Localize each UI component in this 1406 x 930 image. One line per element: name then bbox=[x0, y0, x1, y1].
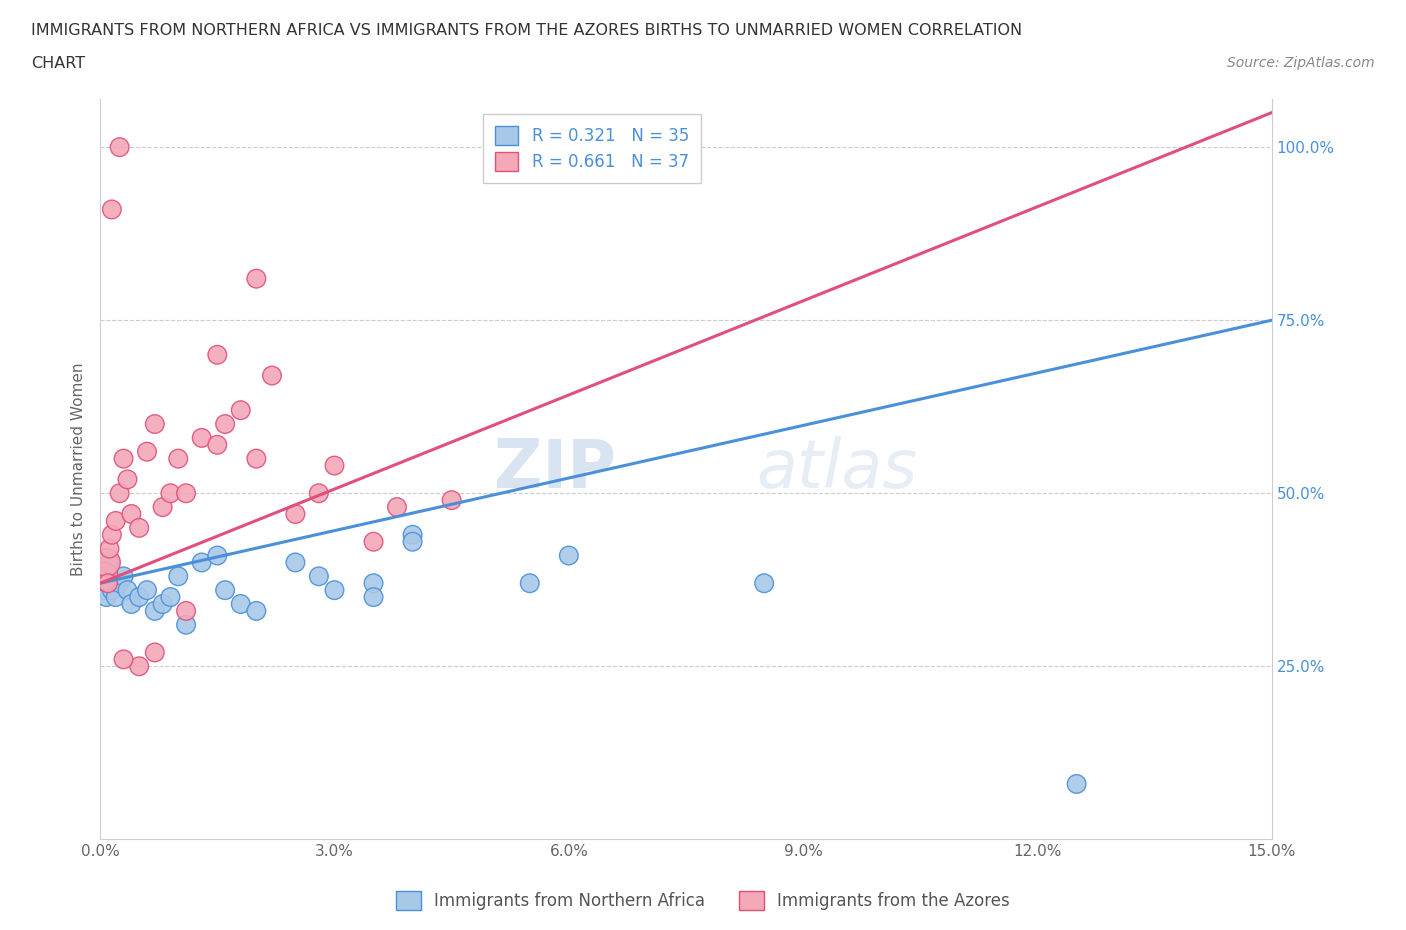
Legend: R = 0.321   N = 35, R = 0.661   N = 37: R = 0.321 N = 35, R = 0.661 N = 37 bbox=[484, 114, 700, 183]
Point bbox=[104, 590, 127, 604]
Point bbox=[112, 451, 135, 466]
Text: IMMIGRANTS FROM NORTHERN AFRICA VS IMMIGRANTS FROM THE AZORES BIRTHS TO UNMARRIE: IMMIGRANTS FROM NORTHERN AFRICA VS IMMIG… bbox=[31, 23, 1022, 38]
Point bbox=[108, 140, 131, 154]
Point bbox=[284, 555, 307, 570]
Point bbox=[174, 618, 197, 632]
Point bbox=[519, 576, 541, 591]
Point bbox=[101, 527, 124, 542]
Point bbox=[401, 527, 423, 542]
Point bbox=[112, 569, 135, 584]
Text: CHART: CHART bbox=[31, 56, 84, 71]
Point bbox=[167, 569, 190, 584]
Point bbox=[136, 445, 159, 459]
Point bbox=[93, 569, 115, 584]
Point bbox=[96, 555, 118, 570]
Point bbox=[101, 202, 124, 217]
Point bbox=[308, 569, 330, 584]
Point bbox=[323, 458, 346, 473]
Point bbox=[120, 596, 142, 611]
Legend: Immigrants from Northern Africa, Immigrants from the Azores: Immigrants from Northern Africa, Immigra… bbox=[389, 884, 1017, 917]
Point bbox=[128, 521, 150, 536]
Point bbox=[558, 548, 581, 563]
Text: Source: ZipAtlas.com: Source: ZipAtlas.com bbox=[1227, 56, 1375, 70]
Point bbox=[323, 583, 346, 598]
Point bbox=[108, 485, 131, 500]
Point bbox=[136, 583, 159, 598]
Point bbox=[245, 272, 267, 286]
Point bbox=[97, 569, 120, 584]
Point bbox=[98, 555, 121, 570]
Point bbox=[143, 604, 166, 618]
Point bbox=[96, 590, 118, 604]
Point bbox=[159, 485, 181, 500]
Point bbox=[108, 576, 131, 591]
Point bbox=[120, 507, 142, 522]
Point bbox=[167, 451, 190, 466]
Point bbox=[207, 548, 229, 563]
Point bbox=[93, 583, 115, 598]
Point bbox=[143, 417, 166, 432]
Point bbox=[363, 576, 385, 591]
Point bbox=[214, 417, 236, 432]
Point bbox=[98, 541, 121, 556]
Point bbox=[245, 604, 267, 618]
Point bbox=[143, 645, 166, 660]
Point bbox=[112, 652, 135, 667]
Point bbox=[207, 348, 229, 363]
Point bbox=[752, 576, 775, 591]
Point bbox=[245, 451, 267, 466]
Point bbox=[117, 472, 139, 486]
Point bbox=[152, 499, 174, 514]
Point bbox=[363, 534, 385, 549]
Point bbox=[104, 513, 127, 528]
Point bbox=[97, 576, 120, 591]
Point bbox=[385, 499, 408, 514]
Point bbox=[229, 403, 252, 418]
Point bbox=[229, 596, 252, 611]
Point bbox=[308, 485, 330, 500]
Point bbox=[207, 437, 229, 452]
Point bbox=[1066, 777, 1088, 791]
Point bbox=[97, 576, 120, 591]
Point bbox=[159, 590, 181, 604]
Point bbox=[284, 507, 307, 522]
Point bbox=[190, 555, 212, 570]
Point bbox=[363, 590, 385, 604]
Point bbox=[190, 431, 212, 445]
Point bbox=[214, 583, 236, 598]
Point bbox=[174, 485, 197, 500]
Y-axis label: Births to Unmarried Women: Births to Unmarried Women bbox=[72, 363, 86, 576]
Point bbox=[93, 569, 115, 584]
Text: atlas: atlas bbox=[756, 436, 918, 502]
Point bbox=[117, 583, 139, 598]
Point bbox=[152, 596, 174, 611]
Point bbox=[174, 604, 197, 618]
Point bbox=[128, 590, 150, 604]
Point bbox=[101, 583, 124, 598]
Text: ZIP: ZIP bbox=[494, 436, 616, 502]
Point bbox=[440, 493, 463, 508]
Point bbox=[401, 534, 423, 549]
Point bbox=[128, 658, 150, 673]
Point bbox=[260, 368, 283, 383]
